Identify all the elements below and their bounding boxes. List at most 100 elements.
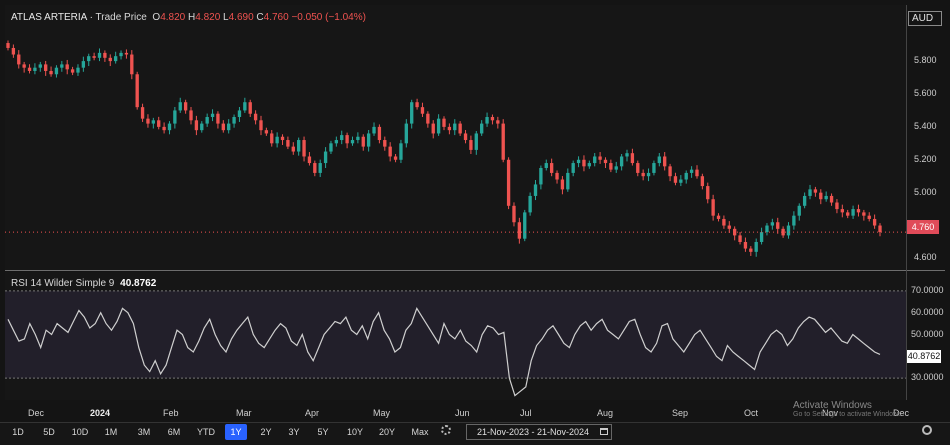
- candle-body: [399, 143, 403, 160]
- candle-body: [345, 135, 349, 144]
- candle-body: [856, 209, 861, 213]
- candle-body: [393, 156, 398, 160]
- candle-body: [248, 102, 252, 114]
- candle-body: [146, 118, 150, 124]
- price-tick-label: 5.200: [914, 153, 937, 164]
- candle-body: [340, 135, 344, 141]
- price-axis[interactable]: [906, 5, 947, 400]
- candle-body: [404, 123, 408, 144]
- candle-body: [410, 102, 414, 124]
- price-tick-label: 4.600: [914, 252, 937, 263]
- candle-body: [560, 179, 565, 190]
- range-button-10d[interactable]: 10D: [71, 427, 89, 437]
- time-tick-label: Dec: [28, 408, 45, 418]
- range-button-5d[interactable]: 5D: [43, 427, 55, 437]
- currency-selector[interactable]: AUD: [908, 11, 942, 26]
- date-range-input[interactable]: 21-Nov-2023 - 21-Nov-2024: [466, 424, 612, 440]
- candle-body: [587, 163, 592, 167]
- range-button-1y[interactable]: 1Y: [225, 424, 247, 440]
- candle-body: [334, 140, 339, 144]
- price-pane[interactable]: [5, 5, 906, 270]
- candle-body: [867, 215, 871, 219]
- series-name: Trade Price: [95, 12, 147, 23]
- pane-divider[interactable]: [5, 270, 945, 271]
- candle-body: [517, 222, 522, 239]
- candle-body: [237, 110, 242, 118]
- windows-watermark-title: Activate Windows: [793, 400, 872, 411]
- candle-body: [157, 120, 161, 127]
- price-tick-label: 5.000: [914, 186, 937, 197]
- range-button-3m[interactable]: 3M: [137, 427, 151, 437]
- range-button-6m[interactable]: 6M: [167, 427, 181, 437]
- candle-body: [840, 209, 844, 213]
- candle-body: [87, 56, 91, 62]
- candle-body: [194, 120, 199, 131]
- candle-body: [17, 54, 21, 65]
- rsi-legend: RSI 14 Wilder Simple 9 40.8762: [11, 278, 156, 289]
- low-value: 4.690: [228, 12, 254, 23]
- range-button-max[interactable]: Max: [411, 427, 429, 437]
- candle-body: [544, 163, 548, 168]
- range-button-1m[interactable]: 1M: [104, 427, 118, 437]
- candle-body: [307, 156, 312, 164]
- chart-settings-icon[interactable]: [922, 425, 932, 435]
- time-tick-label: Mar: [236, 408, 252, 418]
- candle-body: [81, 61, 86, 68]
- candle-body: [474, 133, 478, 150]
- time-tick-label: Oct: [744, 408, 759, 418]
- candle-body: [329, 143, 333, 152]
- candle-body: [103, 52, 107, 58]
- candle-body: [641, 172, 645, 177]
- rsi-tick-label: 70.0000: [911, 284, 944, 295]
- windows-watermark-subtitle: Go to Settings to activate Windows.: [793, 411, 904, 418]
- candle-body: [356, 136, 360, 141]
- price-tick-label: 5.600: [914, 87, 937, 98]
- candle-body: [253, 113, 258, 121]
- time-tick-label: Nov: [822, 408, 839, 418]
- candle-body: [92, 56, 96, 58]
- candle-body: [576, 159, 581, 164]
- candle-body: [442, 118, 446, 127]
- candle-body: [275, 136, 279, 144]
- range-button-20y[interactable]: 20Y: [378, 427, 395, 437]
- calendar-icon[interactable]: [600, 428, 608, 435]
- candle-body: [366, 133, 371, 147]
- candle-body: [732, 228, 737, 236]
- candle-body: [490, 117, 495, 121]
- candle-body: [689, 169, 694, 173]
- candle-body: [124, 52, 129, 55]
- range-button-1d[interactable]: 1D: [12, 427, 24, 437]
- candle-body: [458, 123, 462, 134]
- candle-body: [135, 74, 139, 108]
- time-tick-label: Sep: [672, 408, 689, 418]
- candle-body: [878, 225, 882, 233]
- candle-body: [162, 126, 166, 131]
- candle-body: [851, 209, 855, 216]
- candle-body: [60, 64, 64, 68]
- legend-separator: ·: [89, 12, 93, 23]
- candle-body: [270, 133, 274, 144]
- candle-body: [716, 215, 721, 219]
- candle-body: [453, 123, 457, 131]
- candle-body: [819, 192, 823, 200]
- candle-body: [512, 205, 516, 223]
- candle-body: [200, 123, 204, 131]
- candle-body: [119, 52, 123, 57]
- candle-body: [695, 169, 699, 177]
- candle-body: [377, 126, 382, 141]
- candle-body: [571, 163, 575, 173]
- change-value: −0.050 (−1.04%): [291, 12, 366, 23]
- candle-body: [313, 163, 317, 173]
- candle-body: [657, 156, 661, 164]
- candle-body: [593, 156, 597, 164]
- range-button-ytd[interactable]: YTD: [197, 427, 215, 437]
- last-price-badge: 4.760: [907, 220, 939, 234]
- candle-body: [614, 166, 618, 170]
- range-button-3y[interactable]: 3Y: [288, 427, 300, 437]
- range-button-10y[interactable]: 10Y: [346, 427, 363, 437]
- gear-icon[interactable]: [441, 425, 451, 435]
- range-button-5y[interactable]: 5Y: [317, 427, 329, 437]
- candle-body: [625, 153, 629, 157]
- range-button-2y[interactable]: 2Y: [260, 427, 272, 437]
